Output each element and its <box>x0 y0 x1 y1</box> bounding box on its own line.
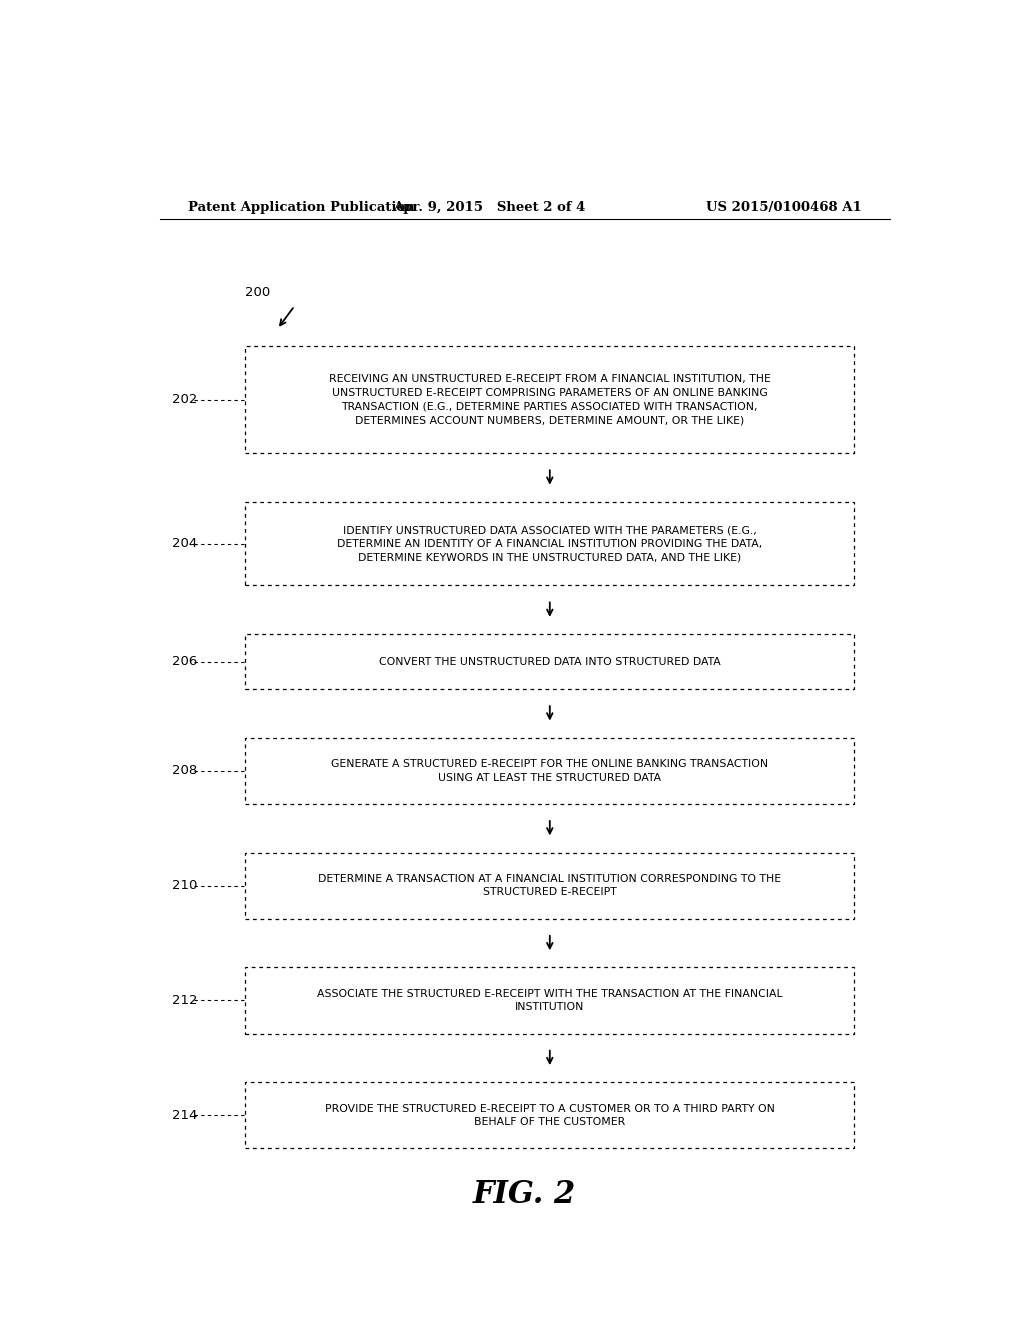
Text: Patent Application Publication: Patent Application Publication <box>187 201 415 214</box>
Text: 202: 202 <box>172 393 197 407</box>
FancyBboxPatch shape <box>246 853 854 919</box>
FancyBboxPatch shape <box>246 968 854 1034</box>
Text: 214: 214 <box>172 1109 197 1122</box>
FancyBboxPatch shape <box>246 346 854 453</box>
Text: Apr. 9, 2015   Sheet 2 of 4: Apr. 9, 2015 Sheet 2 of 4 <box>393 201 586 214</box>
Text: 210: 210 <box>172 879 197 892</box>
Text: RECEIVING AN UNSTRUCTURED E-RECEIPT FROM A FINANCIAL INSTITUTION, THE
UNSTRUCTUR: RECEIVING AN UNSTRUCTURED E-RECEIPT FROM… <box>329 375 771 425</box>
Text: GENERATE A STRUCTURED E-RECEIPT FOR THE ONLINE BANKING TRANSACTION
USING AT LEAS: GENERATE A STRUCTURED E-RECEIPT FOR THE … <box>331 759 768 783</box>
Text: DETERMINE A TRANSACTION AT A FINANCIAL INSTITUTION CORRESPONDING TO THE
STRUCTUR: DETERMINE A TRANSACTION AT A FINANCIAL I… <box>318 874 781 898</box>
Text: 206: 206 <box>172 655 197 668</box>
FancyBboxPatch shape <box>246 634 854 689</box>
FancyBboxPatch shape <box>246 1082 854 1148</box>
FancyBboxPatch shape <box>246 502 854 585</box>
Text: 200: 200 <box>246 285 270 298</box>
Text: CONVERT THE UNSTRUCTURED DATA INTO STRUCTURED DATA: CONVERT THE UNSTRUCTURED DATA INTO STRUC… <box>379 656 721 667</box>
Text: FIG. 2: FIG. 2 <box>473 1179 577 1209</box>
Text: US 2015/0100468 A1: US 2015/0100468 A1 <box>707 201 862 214</box>
Text: PROVIDE THE STRUCTURED E-RECEIPT TO A CUSTOMER OR TO A THIRD PARTY ON
BEHALF OF : PROVIDE THE STRUCTURED E-RECEIPT TO A CU… <box>325 1104 775 1127</box>
Text: IDENTIFY UNSTRUCTURED DATA ASSOCIATED WITH THE PARAMETERS (E.G.,
DETERMINE AN ID: IDENTIFY UNSTRUCTURED DATA ASSOCIATED WI… <box>337 525 763 562</box>
FancyBboxPatch shape <box>246 738 854 804</box>
Text: ASSOCIATE THE STRUCTURED E-RECEIPT WITH THE TRANSACTION AT THE FINANCIAL
INSTITU: ASSOCIATE THE STRUCTURED E-RECEIPT WITH … <box>317 989 782 1012</box>
Text: 204: 204 <box>172 537 197 550</box>
Text: 212: 212 <box>172 994 198 1007</box>
Text: 208: 208 <box>172 764 197 777</box>
